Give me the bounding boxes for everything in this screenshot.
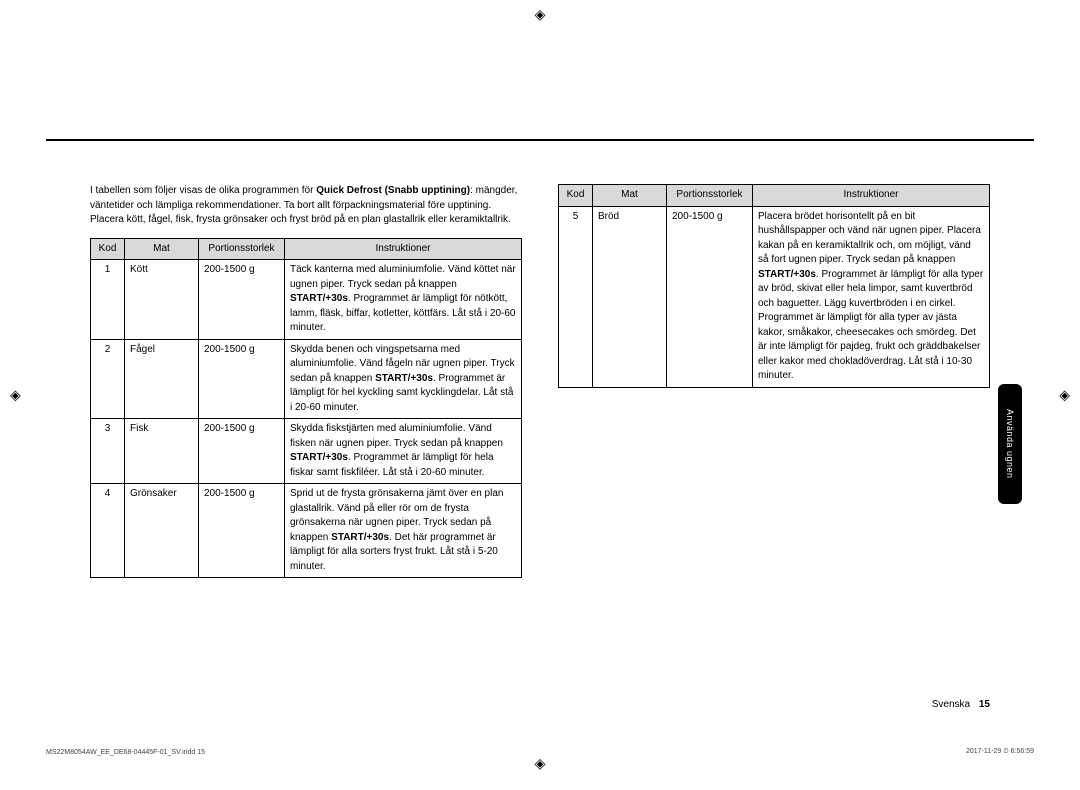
cell-portion: 200-1500 g <box>199 484 285 578</box>
side-tab: Använda ugnen <box>998 384 1022 504</box>
table-row: 4Grönsaker200-1500 gSprid ut de frysta g… <box>91 484 522 578</box>
cell-kod: 1 <box>91 260 125 340</box>
content-columns: I tabellen som följer visas de olika pro… <box>90 184 990 578</box>
left-column: I tabellen som följer visas de olika pro… <box>90 184 522 578</box>
cell-portion: 200-1500 g <box>199 419 285 484</box>
th-instr: Instruktioner <box>285 238 522 260</box>
defrost-table-left: Kod Mat Portionsstorlek Instruktioner 1K… <box>90 238 522 579</box>
th-portion: Portionsstorlek <box>199 238 285 260</box>
intro-prefix: I tabellen som följer visas de olika pro… <box>90 185 316 196</box>
crop-mark-left: ◈ <box>10 387 21 404</box>
cell-kod: 3 <box>91 419 125 484</box>
cell-instr: Placera brödet horisontellt på en bit hu… <box>753 206 990 387</box>
crop-mark-bottom: ◈ <box>535 755 546 772</box>
th-kod: Kod <box>91 238 125 260</box>
page-inner: I tabellen som följer visas de olika pro… <box>46 34 1034 756</box>
table-row: 3Fisk200-1500 gSkydda fiskstjärten med a… <box>91 419 522 484</box>
top-rule <box>46 139 1034 141</box>
footer-lang: Svenska <box>932 699 970 710</box>
cell-portion: 200-1500 g <box>199 339 285 419</box>
cell-kod: 5 <box>559 206 593 387</box>
cell-mat: Bröd <box>593 206 667 387</box>
th-mat: Mat <box>593 185 667 207</box>
intro-bold: Quick Defrost (Snabb upptining) <box>316 185 470 196</box>
table-header-row: Kod Mat Portionsstorlek Instruktioner <box>559 185 990 207</box>
cell-mat: Kött <box>125 260 199 340</box>
table-header-row: Kod Mat Portionsstorlek Instruktioner <box>91 238 522 260</box>
table-row: 5Bröd200-1500 gPlacera brödet horisontel… <box>559 206 990 387</box>
table-row: 1Kött200-1500 gTäck kanterna med alumini… <box>91 260 522 340</box>
side-tab-label: Använda ugnen <box>1005 409 1015 479</box>
footer-page: Svenska 15 <box>932 699 990 710</box>
cell-mat: Fisk <box>125 419 199 484</box>
cell-portion: 200-1500 g <box>199 260 285 340</box>
right-column: Kod Mat Portionsstorlek Instruktioner 5B… <box>558 184 990 578</box>
cell-instr: Täck kanterna med aluminiumfolie. Vänd k… <box>285 260 522 340</box>
footer-pagenum: 15 <box>979 699 990 710</box>
manual-page: ◈ ◈ ◈ ◈ I tabellen som följer visas de o… <box>0 0 1080 790</box>
footer-file: MS22M8054AW_EE_DE68-04445F-01_SV.indd 15 <box>46 749 205 756</box>
th-mat: Mat <box>125 238 199 260</box>
cell-instr: Sprid ut de frysta grönsakerna jämt över… <box>285 484 522 578</box>
defrost-table-right: Kod Mat Portionsstorlek Instruktioner 5B… <box>558 184 990 388</box>
cell-mat: Grönsaker <box>125 484 199 578</box>
cell-kod: 4 <box>91 484 125 578</box>
footer-date: 2017-11-29 ⏲ 6:56:59 <box>966 748 1034 756</box>
crop-mark-top: ◈ <box>535 6 546 23</box>
crop-mark-right: ◈ <box>1059 387 1070 404</box>
th-portion: Portionsstorlek <box>667 185 753 207</box>
cell-kod: 2 <box>91 339 125 419</box>
th-instr: Instruktioner <box>753 185 990 207</box>
cell-instr: Skydda fiskstjärten med aluminiumfolie. … <box>285 419 522 484</box>
cell-portion: 200-1500 g <box>667 206 753 387</box>
table-row: 2Fågel200-1500 gSkydda benen och vingspe… <box>91 339 522 419</box>
th-kod: Kod <box>559 185 593 207</box>
intro-text: I tabellen som följer visas de olika pro… <box>90 184 522 228</box>
cell-mat: Fågel <box>125 339 199 419</box>
cell-instr: Skydda benen och vingspetsarna med alumi… <box>285 339 522 419</box>
